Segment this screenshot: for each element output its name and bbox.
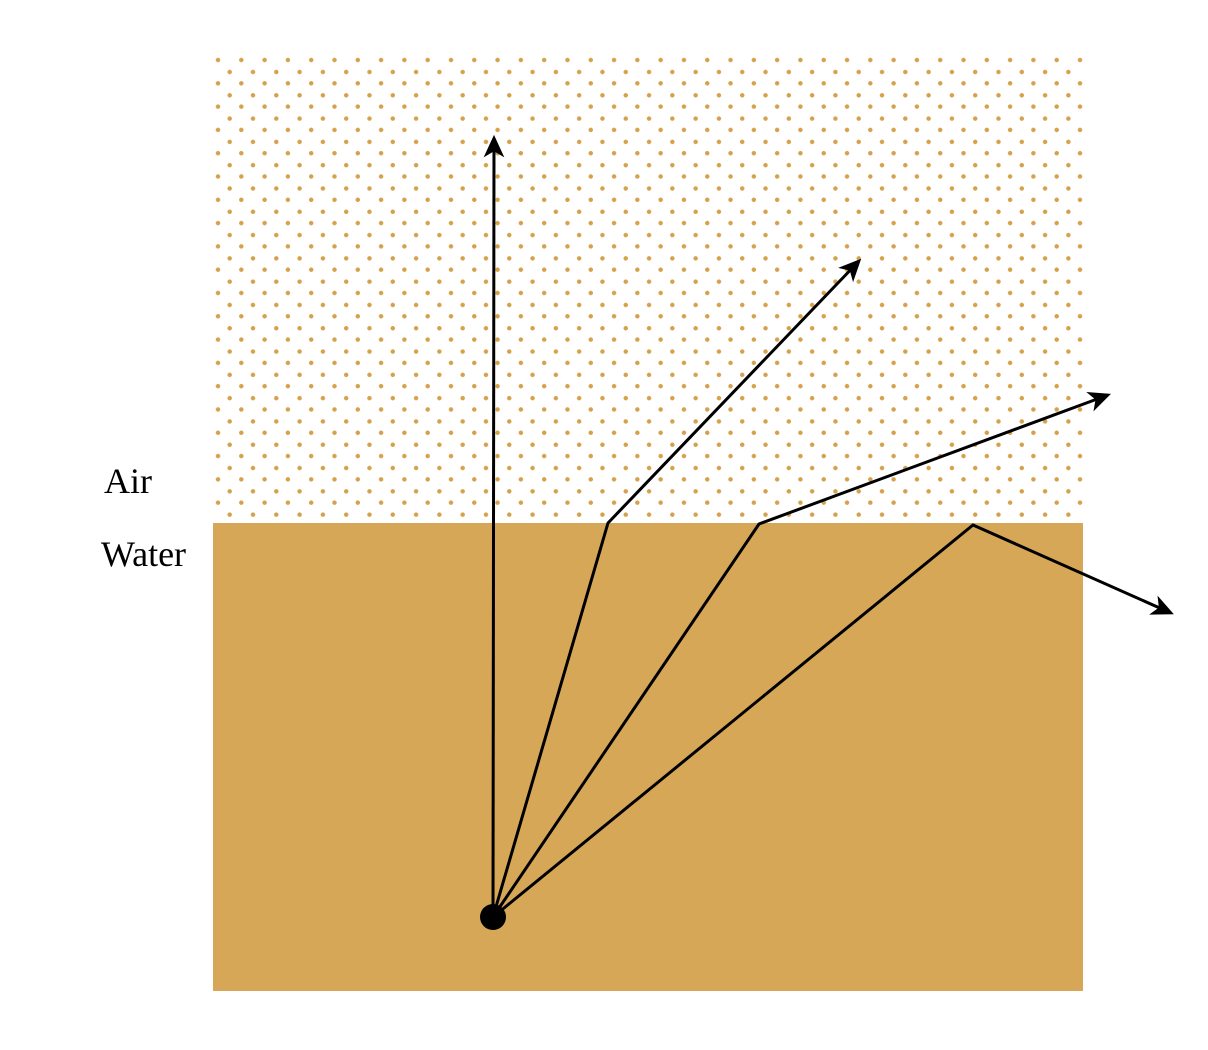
water-label: Water bbox=[101, 534, 187, 574]
air-region bbox=[213, 57, 1083, 523]
water-region bbox=[213, 523, 1083, 991]
air-label: Air bbox=[104, 461, 152, 501]
